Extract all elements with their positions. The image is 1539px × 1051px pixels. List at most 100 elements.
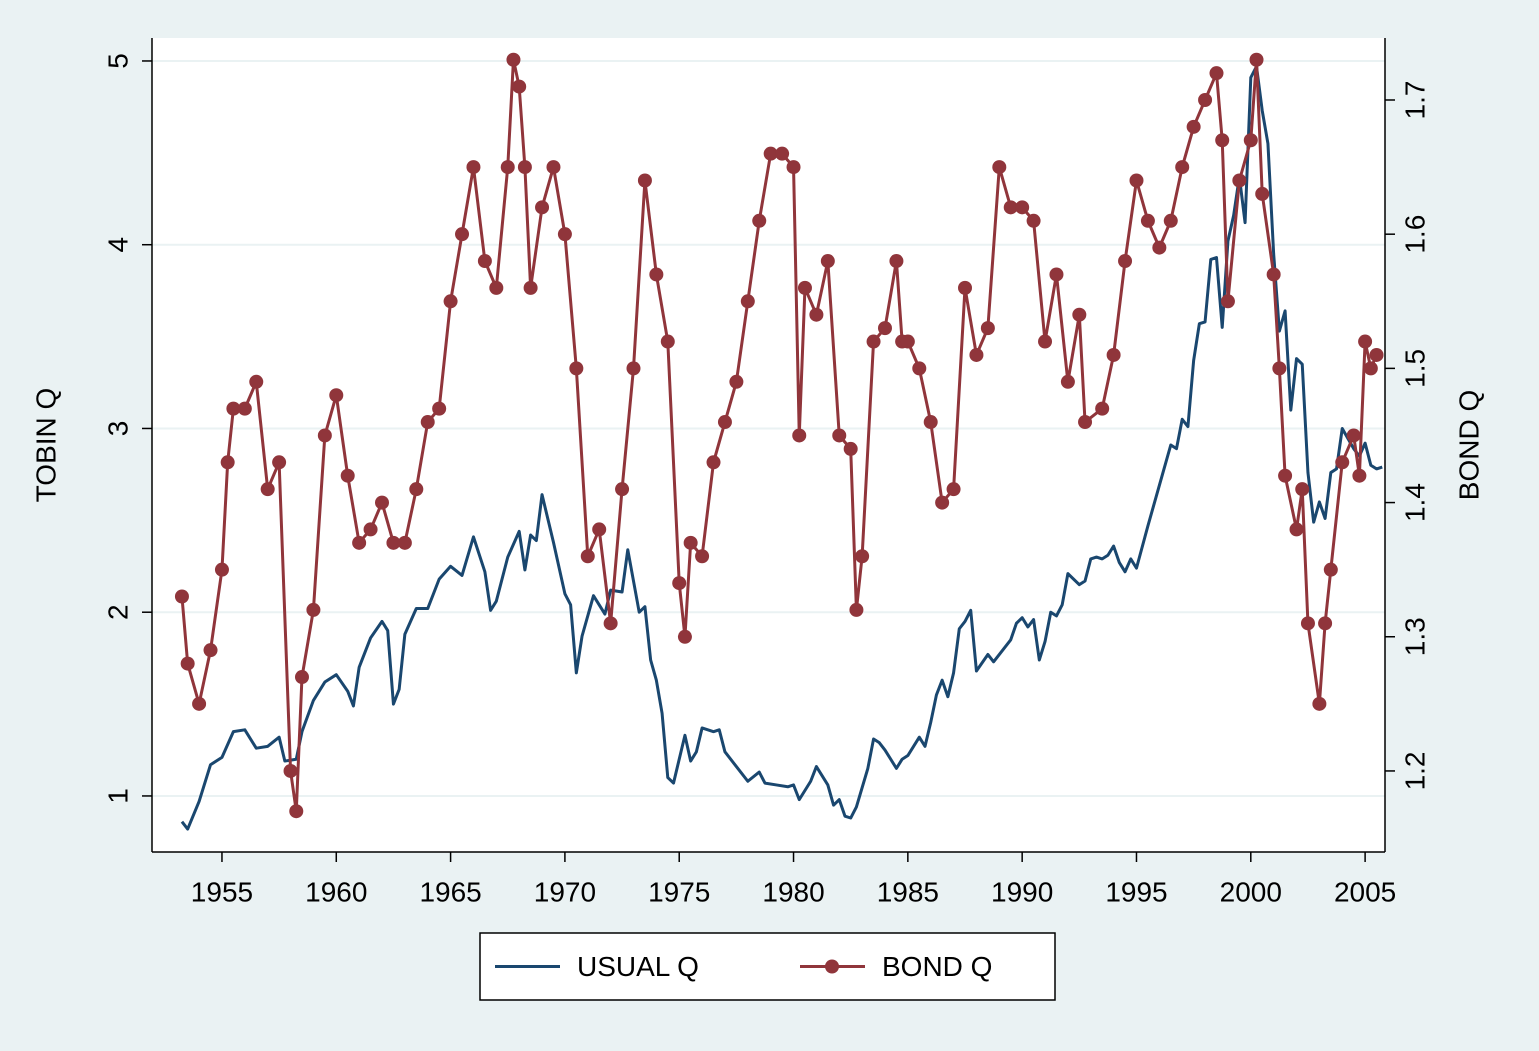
data-point xyxy=(352,535,367,550)
data-point xyxy=(946,482,961,497)
data-point xyxy=(900,334,915,349)
data-point xyxy=(1300,616,1315,631)
data-point xyxy=(786,160,801,175)
data-point xyxy=(775,146,790,161)
data-point xyxy=(546,160,561,175)
data-point xyxy=(855,549,870,564)
data-point xyxy=(877,321,892,336)
data-point xyxy=(432,401,447,416)
data-point xyxy=(923,415,938,430)
data-point xyxy=(306,602,321,617)
data-point xyxy=(1140,213,1155,228)
y2-axis-title: BOND Q xyxy=(1453,390,1484,500)
legend-label: USUAL Q xyxy=(577,951,699,982)
data-point xyxy=(317,428,332,443)
y-tick-label: 2 xyxy=(102,604,133,620)
y2-tick-label: 1.2 xyxy=(1399,751,1430,790)
data-point xyxy=(1255,186,1270,201)
data-point xyxy=(717,415,732,430)
data-point xyxy=(1095,401,1110,416)
data-point xyxy=(849,602,864,617)
data-point xyxy=(1129,173,1144,188)
data-point xyxy=(935,495,950,510)
data-point xyxy=(329,388,344,403)
data-point xyxy=(615,482,630,497)
data-point xyxy=(1175,160,1190,175)
data-point xyxy=(649,267,664,282)
data-point xyxy=(340,468,355,483)
data-point xyxy=(866,334,881,349)
data-point xyxy=(443,294,458,309)
data-point xyxy=(1232,173,1247,188)
y-tick-label: 1 xyxy=(102,788,133,804)
data-point xyxy=(1078,415,1093,430)
data-point xyxy=(1363,361,1378,376)
y2-tick-label: 1.7 xyxy=(1399,81,1430,120)
data-point xyxy=(660,334,675,349)
y2-tick-label: 1.5 xyxy=(1399,349,1430,388)
data-point xyxy=(397,535,412,550)
y2-tick-label: 1.3 xyxy=(1399,617,1430,656)
data-point xyxy=(466,160,481,175)
data-point xyxy=(592,522,607,537)
data-point xyxy=(683,535,698,550)
data-point xyxy=(557,227,572,242)
x-tick-label: 1960 xyxy=(305,876,367,907)
data-point xyxy=(477,254,492,269)
data-point xyxy=(1003,200,1018,215)
data-point xyxy=(1289,522,1304,537)
data-point xyxy=(1358,334,1373,349)
data-point xyxy=(672,576,687,591)
data-point xyxy=(752,213,767,228)
data-point xyxy=(820,254,835,269)
data-point xyxy=(203,643,218,658)
data-point xyxy=(677,629,692,644)
x-tick-label: 1990 xyxy=(991,876,1053,907)
data-point xyxy=(1278,468,1293,483)
data-point xyxy=(832,428,847,443)
x-tick-label: 2005 xyxy=(1334,876,1396,907)
data-point xyxy=(500,160,515,175)
data-point xyxy=(192,696,207,711)
data-point xyxy=(1198,92,1213,107)
data-point xyxy=(214,562,229,577)
data-point xyxy=(706,455,721,470)
data-point xyxy=(969,347,984,362)
data-point xyxy=(535,200,550,215)
data-point xyxy=(1295,482,1310,497)
data-point xyxy=(1220,294,1235,309)
data-point xyxy=(1060,374,1075,389)
data-point xyxy=(226,401,241,416)
y-tick-label: 4 xyxy=(102,237,133,253)
data-point xyxy=(797,280,812,295)
data-point xyxy=(1352,468,1367,483)
data-point xyxy=(912,361,927,376)
data-point xyxy=(695,549,710,564)
data-point xyxy=(1335,455,1350,470)
legend-label: BOND Q xyxy=(882,951,992,982)
data-point xyxy=(792,428,807,443)
data-point xyxy=(1106,347,1121,362)
data-point xyxy=(1312,696,1327,711)
data-point xyxy=(386,535,401,550)
data-point xyxy=(1163,213,1178,228)
data-point xyxy=(1015,200,1030,215)
x-tick-label: 1955 xyxy=(191,876,253,907)
data-point xyxy=(1118,254,1133,269)
data-point xyxy=(237,401,252,416)
data-point xyxy=(1049,267,1064,282)
data-point xyxy=(420,415,435,430)
data-point xyxy=(1369,347,1384,362)
data-point xyxy=(992,160,1007,175)
data-point xyxy=(180,656,195,671)
data-point xyxy=(489,280,504,295)
data-point xyxy=(1346,428,1361,443)
data-point xyxy=(506,52,521,67)
data-point xyxy=(809,307,824,322)
data-point xyxy=(626,361,641,376)
data-point xyxy=(958,280,973,295)
data-point xyxy=(294,670,309,685)
data-point xyxy=(220,455,235,470)
y-tick-label: 3 xyxy=(102,421,133,437)
